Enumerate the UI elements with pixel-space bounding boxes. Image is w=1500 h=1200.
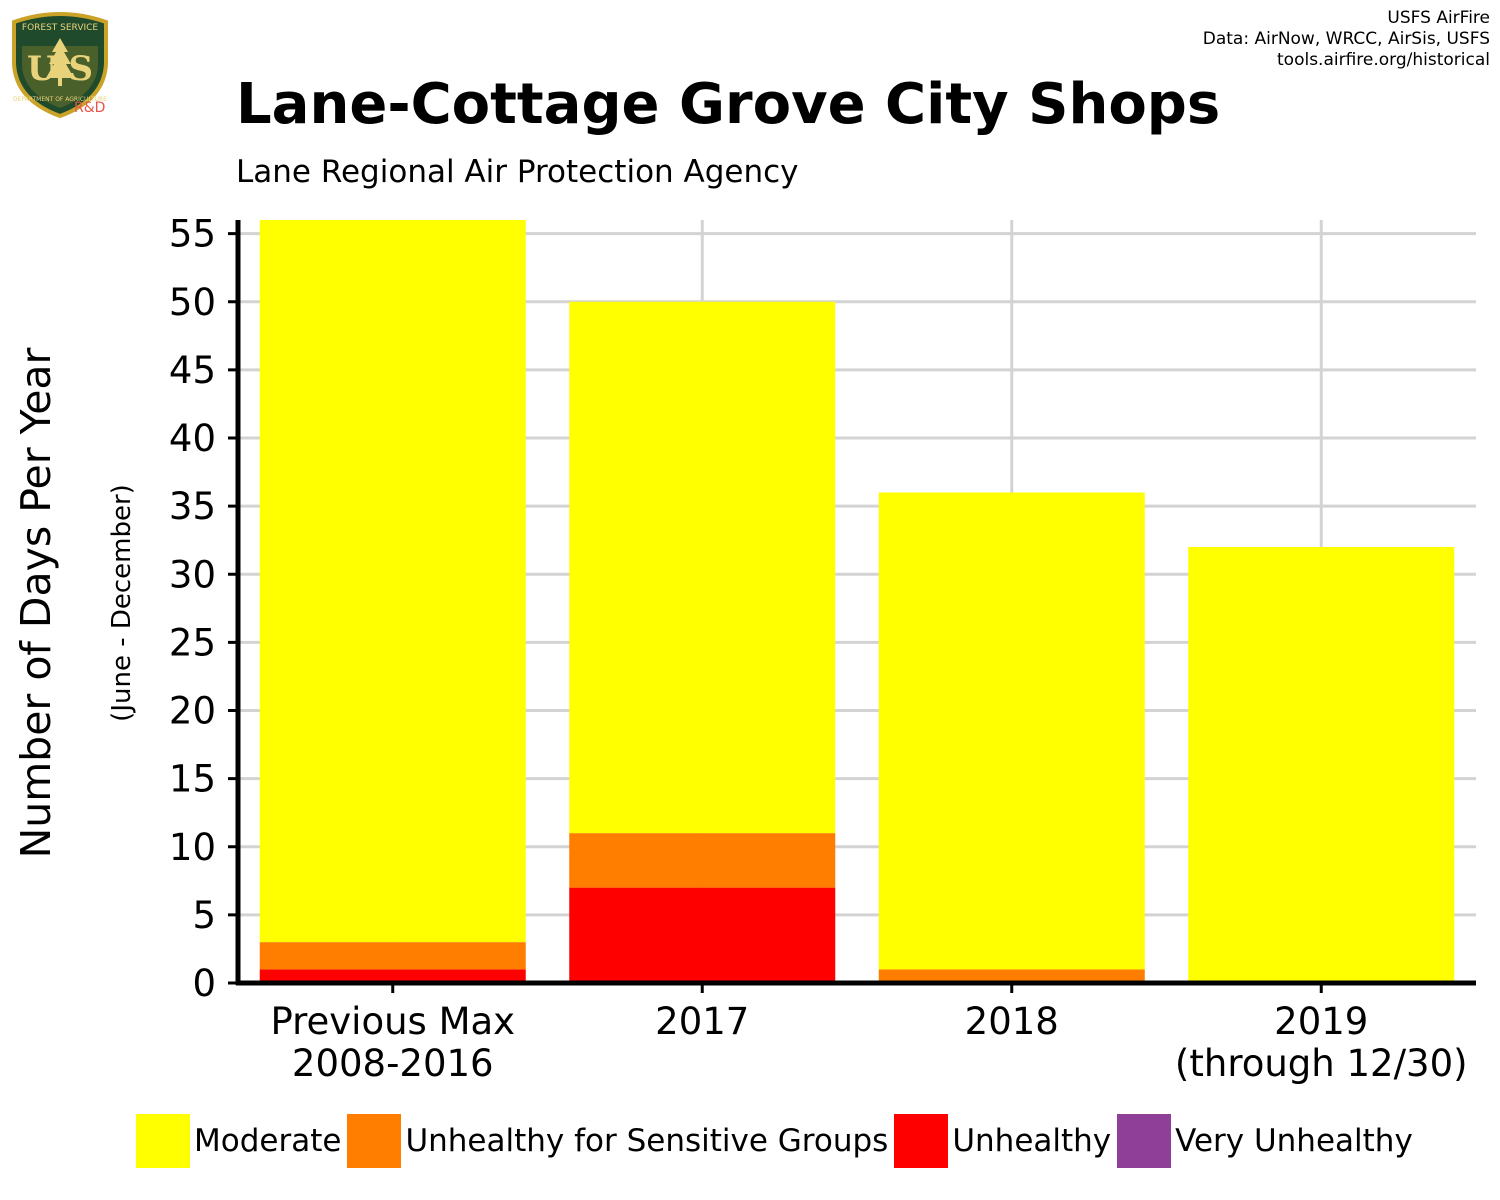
y-tick-label: 35 (169, 485, 216, 528)
credit-line-2: Data: AirNow, WRCC, AirSis, USFS (1202, 29, 1490, 49)
y-tick-label: 25 (169, 621, 216, 664)
bar-segment (1188, 547, 1455, 983)
y-tick-label: 5 (192, 894, 216, 937)
bar-segment (259, 220, 526, 943)
legend-item: Unhealthy for Sensitive Groups (347, 1114, 888, 1168)
y-tick-label: 40 (169, 417, 216, 460)
legend-swatch (136, 1114, 190, 1168)
bar-segment (259, 969, 526, 983)
x-tick-label: 2018 (965, 1000, 1059, 1043)
legend-label: Unhealthy for Sensitive Groups (405, 1123, 889, 1159)
logo-bottom-text: DEPARTMENT OF AGRICULTURE (13, 96, 107, 103)
logo-top-text: FOREST SERVICE (22, 23, 99, 33)
bar-segment (569, 887, 836, 983)
bar-segment (569, 833, 836, 888)
chart-title: Lane-Cottage Grove City Shops (236, 72, 1221, 137)
credits: USFS AirFire Data: AirNow, WRCC, AirSis,… (1203, 8, 1490, 71)
usfs-logo: FOREST SERVICE U S DEPARTMENT OF AGRICUL… (8, 8, 112, 119)
legend-swatch (347, 1114, 402, 1168)
legend-item: Unhealthy (894, 1114, 1111, 1168)
y-tick-label: 45 (169, 349, 216, 392)
credit-line-3: tools.airfire.org/historical (1277, 50, 1490, 70)
legend-label: Moderate (194, 1123, 342, 1159)
y-tick-label: 30 (169, 553, 216, 596)
logo-badge: R&D (74, 100, 106, 116)
legend-swatch (1117, 1114, 1172, 1168)
credit-line-1: USFS AirFire (1387, 8, 1490, 28)
legend-label: Very Unhealthy (1175, 1123, 1413, 1159)
x-tick-label: (through 12/30) (1175, 1042, 1468, 1085)
y-tick-label: 50 (169, 281, 216, 324)
y-tick-label: 0 (192, 962, 216, 1005)
y-tick-label: 10 (169, 826, 216, 869)
bar-segment (878, 969, 1145, 983)
y-tick-label: 15 (169, 758, 216, 801)
legend-item: Moderate (136, 1114, 341, 1168)
bar-segment (878, 492, 1145, 970)
x-tick-label: 2017 (655, 1000, 749, 1043)
x-tick-label: 2008-2016 (292, 1042, 494, 1085)
y-tick-label: 20 (169, 690, 216, 733)
legend-item: Very Unhealthy (1117, 1114, 1413, 1168)
legend-swatch (894, 1114, 949, 1168)
x-tick-label: Previous Max (270, 1000, 515, 1043)
legend: Moderate Unhealthy for Sensitive Groups Un… (136, 1114, 1419, 1168)
x-tick-label: 2019 (1274, 1000, 1368, 1043)
bar-segment (259, 942, 526, 970)
legend-label: Unhealthy (952, 1123, 1112, 1159)
bar-segment (569, 301, 836, 834)
y-tick-label: 55 (169, 213, 216, 256)
chart-subtitle: Lane Regional Air Protection Agency (236, 154, 799, 190)
